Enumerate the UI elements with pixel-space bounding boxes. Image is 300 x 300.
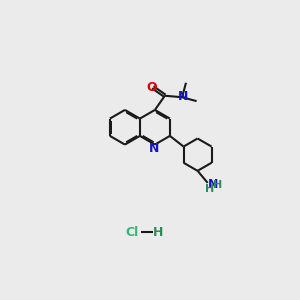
Text: O: O [146,81,157,94]
Text: H: H [205,184,214,194]
Text: H: H [153,226,163,239]
Text: H: H [213,180,222,190]
Text: Cl: Cl [125,226,138,239]
Text: N: N [208,178,218,191]
Text: N: N [149,142,160,154]
Text: N: N [178,90,189,103]
